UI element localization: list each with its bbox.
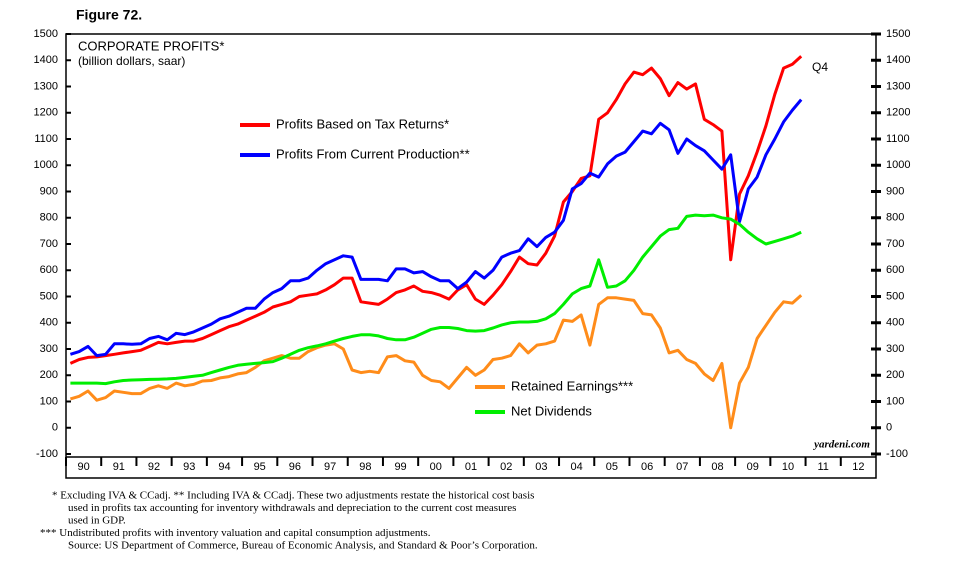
x-tick-label: 01 bbox=[465, 461, 477, 473]
y-tick-label: 600 bbox=[40, 264, 58, 276]
y2-tick-label: 600 bbox=[886, 264, 904, 276]
x-tick-label: 09 bbox=[747, 461, 759, 473]
y2-tick-label: 300 bbox=[886, 343, 904, 355]
x-tick-label: 93 bbox=[183, 461, 195, 473]
y-tick-label: 700 bbox=[40, 238, 58, 250]
x-tick-label: 12 bbox=[852, 461, 864, 473]
x-tick-label: 07 bbox=[676, 461, 688, 473]
x-tick-label: 90 bbox=[77, 461, 89, 473]
watermark: yardeni.com bbox=[812, 439, 870, 451]
end-label: Q4 bbox=[812, 60, 828, 74]
y2-tick-label: -100 bbox=[886, 448, 908, 460]
x-tick-label: 11 bbox=[817, 461, 828, 473]
legend-label: Retained Earnings*** bbox=[511, 378, 633, 393]
y2-tick-label: 800 bbox=[886, 212, 904, 224]
chart-subtitle: (billion dollars, saar) bbox=[78, 54, 185, 68]
y-tick-label: 300 bbox=[40, 343, 58, 355]
x-tick-label: 97 bbox=[324, 461, 336, 473]
x-tick-label: 94 bbox=[218, 461, 230, 473]
x-tick-label: 06 bbox=[641, 461, 653, 473]
y2-tick-label: 700 bbox=[886, 238, 904, 250]
y2-tick-label: 1200 bbox=[886, 107, 910, 119]
legend-label: Net Dividends bbox=[511, 403, 592, 418]
footnote: * Excluding IVA & CCadj. ** Including IV… bbox=[52, 490, 534, 502]
y-tick-label: 500 bbox=[40, 290, 58, 302]
x-tick-label: 92 bbox=[148, 461, 160, 473]
y-tick-label: 800 bbox=[40, 212, 58, 224]
x-tick-label: 03 bbox=[535, 461, 547, 473]
x-tick-label: 98 bbox=[359, 461, 371, 473]
y-tick-label: 0 bbox=[52, 422, 58, 434]
y2-tick-label: 500 bbox=[886, 290, 904, 302]
x-tick-label: 02 bbox=[500, 461, 512, 473]
y2-tick-label: 0 bbox=[886, 422, 892, 434]
y-tick-label: 400 bbox=[40, 317, 58, 329]
footnote: *** Undistributed profits with inventory… bbox=[40, 527, 431, 539]
y2-tick-label: 900 bbox=[886, 185, 904, 197]
y-tick-label: 900 bbox=[40, 185, 58, 197]
y-tick-label: 1200 bbox=[34, 107, 58, 119]
footnote: used in profits tax accounting for inven… bbox=[68, 502, 516, 514]
y-tick-label: 1500 bbox=[34, 28, 58, 40]
y2-tick-label: 100 bbox=[886, 395, 904, 407]
y-tick-label: 1000 bbox=[34, 159, 58, 171]
chart-title: CORPORATE PROFITS* bbox=[78, 38, 224, 53]
y2-tick-label: 400 bbox=[886, 317, 904, 329]
footnote: Source: US Department of Commerce, Burea… bbox=[68, 540, 538, 552]
legend-label: Profits From Current Production** bbox=[276, 146, 470, 161]
y2-tick-label: 1300 bbox=[886, 80, 910, 92]
y-tick-label: 1300 bbox=[34, 80, 58, 92]
x-tick-label: 91 bbox=[113, 461, 125, 473]
y-tick-label: -100 bbox=[36, 448, 58, 460]
figure-label: Figure 72. bbox=[76, 7, 142, 23]
y2-tick-label: 1000 bbox=[886, 159, 910, 171]
x-tick-label: 05 bbox=[606, 461, 618, 473]
y2-tick-label: 1400 bbox=[886, 54, 910, 66]
footnote: used in GDP. bbox=[68, 515, 126, 527]
x-tick-label: 99 bbox=[394, 461, 406, 473]
legend-label: Profits Based on Tax Returns* bbox=[276, 116, 449, 131]
x-tick-label: 08 bbox=[711, 461, 723, 473]
series-line bbox=[69, 98, 803, 358]
y-tick-label: 100 bbox=[40, 395, 58, 407]
plot-frame bbox=[65, 33, 877, 479]
y2-tick-label: 1100 bbox=[886, 133, 910, 145]
y-tick-label: 1100 bbox=[34, 133, 58, 145]
x-tick-label: 10 bbox=[782, 461, 794, 473]
y2-tick-label: 200 bbox=[886, 369, 904, 381]
x-tick-label: 95 bbox=[254, 461, 266, 473]
x-tick-label: 96 bbox=[289, 461, 301, 473]
x-tick-label: 00 bbox=[430, 461, 442, 473]
series-line bbox=[70, 213, 802, 386]
x-tick-label: 04 bbox=[571, 461, 583, 473]
y2-tick-label: 1500 bbox=[886, 28, 910, 40]
y-tick-label: 200 bbox=[40, 369, 58, 381]
series-line bbox=[69, 55, 803, 365]
series-line bbox=[69, 294, 803, 430]
y-tick-label: 1400 bbox=[34, 54, 58, 66]
